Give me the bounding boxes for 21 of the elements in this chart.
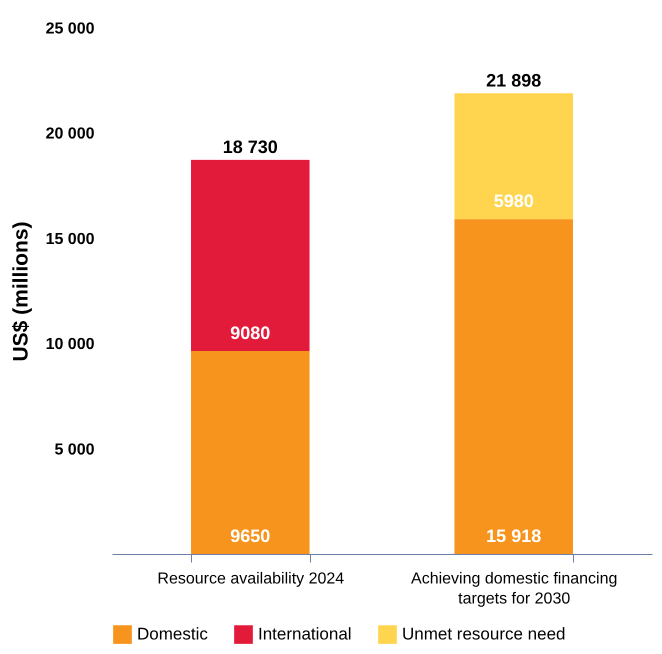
y-tick-label: 20 000 — [46, 126, 95, 143]
legend-label: International — [258, 624, 352, 644]
y-tick-label: 5 000 — [54, 441, 95, 458]
bar — [191, 350, 310, 554]
bar — [191, 160, 310, 351]
legend-label: Domestic — [137, 624, 208, 644]
data-label: 9650 — [230, 526, 270, 546]
legend-label: Unmet resource need — [402, 624, 566, 644]
total-label: 21 898 — [486, 70, 542, 90]
y-axis-title: US$ (millions) — [10, 221, 33, 362]
bar — [454, 93, 573, 220]
data-label: 9080 — [230, 322, 270, 343]
bar — [454, 219, 573, 554]
y-tick-label: 15 000 — [46, 230, 95, 248]
total-label: 18 730 — [222, 136, 278, 157]
y-tick-label: 10 000 — [46, 336, 95, 354]
y-tick-label: 25 000 — [46, 20, 95, 38]
x-tick-label: Resource availability 2024 — [157, 570, 344, 588]
data-label: 5980 — [494, 191, 534, 212]
x-tick-label: Achieving domestic financing targets for 2030 — [411, 570, 618, 608]
data-label: 15 918 — [486, 526, 542, 546]
